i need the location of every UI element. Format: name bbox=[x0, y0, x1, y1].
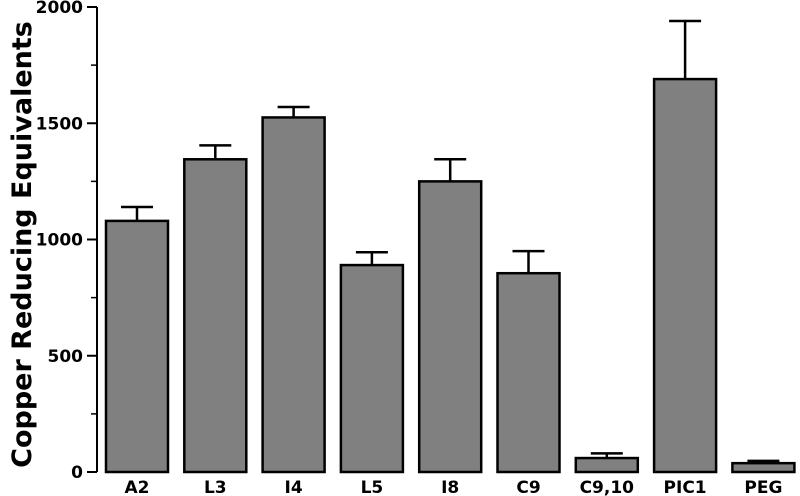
bar-l3 bbox=[183, 158, 248, 474]
axes-group: 0 500 1000 1500 2000 bbox=[36, 0, 98, 483]
x-category-label: A2 bbox=[125, 478, 150, 496]
x-category-label: C9,10 bbox=[580, 478, 635, 496]
y-tick-label: 1000 bbox=[36, 231, 83, 251]
error-bars-group bbox=[121, 19, 780, 464]
y-tick-label: 1500 bbox=[36, 114, 83, 134]
bar-l5 bbox=[339, 263, 405, 474]
y-axis-title: Copper Reducing Equivalents bbox=[7, 21, 38, 468]
bar-c9-10 bbox=[574, 456, 640, 474]
bar-peg bbox=[731, 461, 796, 474]
y-tick-label: 500 bbox=[48, 347, 84, 367]
y-tick-label: 2000 bbox=[36, 0, 83, 18]
bar-pic1 bbox=[652, 77, 718, 474]
x-category-label: L5 bbox=[361, 478, 384, 496]
x-category-label: PIC1 bbox=[664, 478, 707, 496]
y-axis-title-group: Copper Reducing Equivalents bbox=[7, 21, 38, 468]
x-category-label: PEG bbox=[744, 478, 782, 496]
bars-group bbox=[104, 77, 796, 474]
bar-a2 bbox=[104, 219, 170, 474]
x-category-label: C9 bbox=[516, 478, 540, 496]
bar-i4 bbox=[261, 116, 326, 474]
x-category-label: I4 bbox=[285, 478, 303, 496]
bar-c9 bbox=[496, 271, 561, 474]
x-category-label: I8 bbox=[441, 478, 459, 496]
labels-group: A2 L3 I4 L5 I8 C9 C9,10 PIC1 PEG bbox=[125, 478, 783, 496]
x-category-label: L3 bbox=[204, 478, 227, 496]
bar-i8 bbox=[417, 180, 483, 474]
y-tick-label: 0 bbox=[71, 463, 83, 483]
